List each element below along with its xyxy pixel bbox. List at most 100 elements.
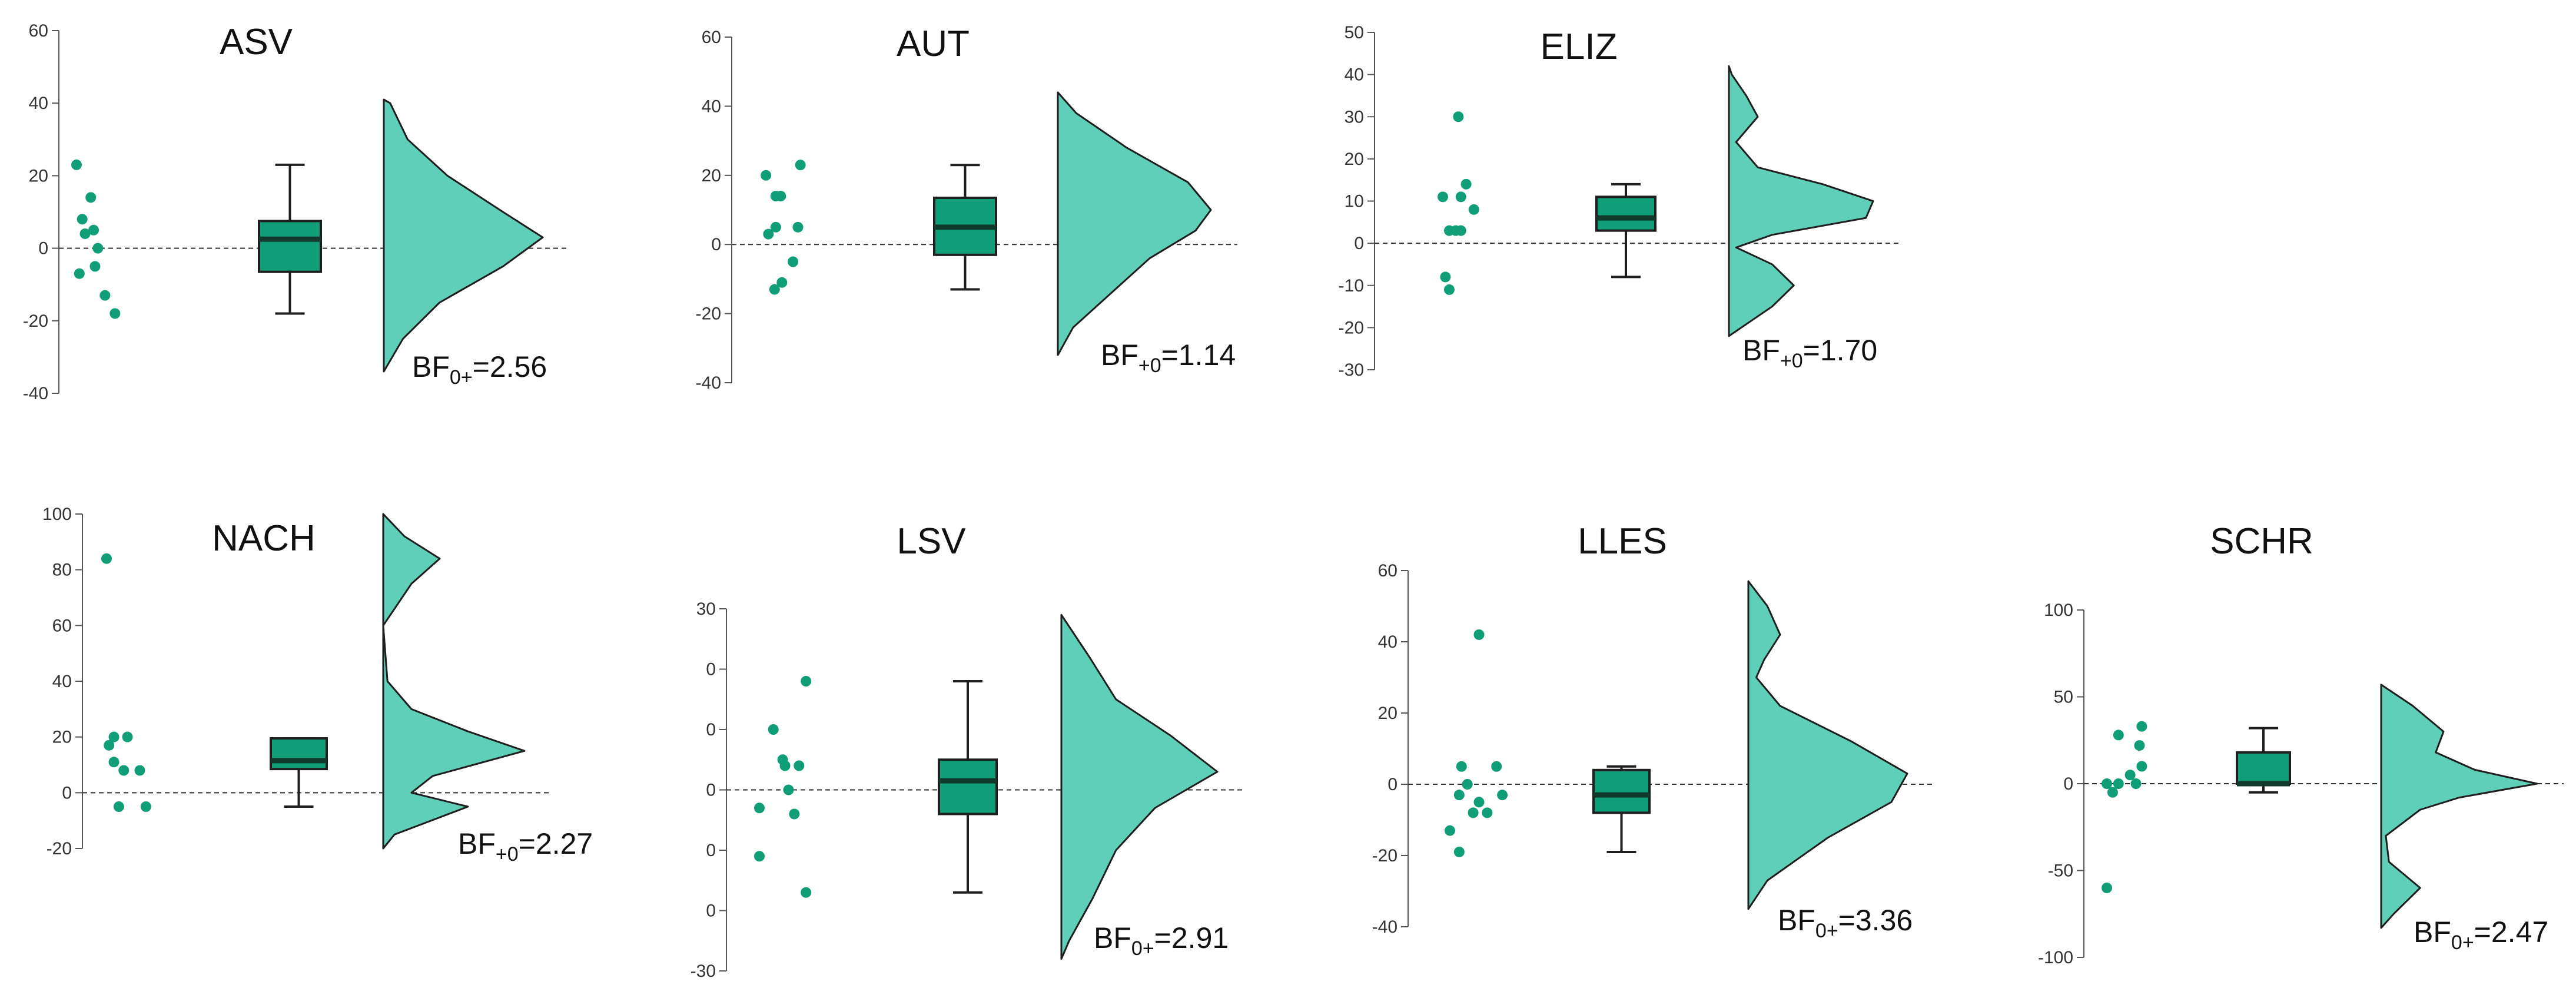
data-point	[79, 228, 91, 239]
panel-aut: -40 -20 0 20 40 60 AUT BF+0=1.14	[696, 24, 1237, 393]
bayes-factor-label: BF0+=2.47	[2414, 916, 2548, 954]
y-tick-label: 40	[52, 672, 72, 691]
data-point	[788, 256, 799, 267]
y-tick-label: -20	[23, 311, 48, 331]
data-point	[1497, 790, 1508, 801]
data-point	[763, 228, 774, 240]
bayes-factor-label: BF0+=2.91	[1094, 921, 1229, 960]
data-point	[113, 801, 124, 812]
panel-title: AUT	[897, 24, 970, 64]
y-tick-label: 0	[706, 841, 716, 860]
data-point	[89, 261, 101, 272]
data-point	[1482, 807, 1493, 818]
density-curve	[1060, 614, 1219, 960]
y-tick-label: 80	[52, 561, 72, 580]
data-point	[2124, 770, 2136, 781]
panel-title: ASV	[220, 22, 293, 62]
data-point	[1444, 284, 1455, 295]
box-iqr	[1595, 195, 1657, 232]
data-point	[99, 290, 111, 301]
box-iqr	[1592, 768, 1651, 814]
data-point	[1440, 271, 1451, 283]
panel-title: ELIZ	[1541, 26, 1618, 67]
y-tick-label: -20	[47, 839, 72, 858]
y-tick-label: -30	[691, 961, 716, 981]
data-point	[1460, 178, 1472, 190]
y-tick-label: 20	[1378, 704, 1397, 723]
y-tick-label: 0	[62, 783, 72, 803]
panel-lles: -40 -20 0 20 40 60 LLES BF0+=3.36	[1372, 521, 1934, 942]
data-point	[1445, 825, 1455, 836]
data-point	[768, 724, 779, 735]
y-tick-label: 40	[29, 94, 48, 113]
data-point	[795, 160, 806, 171]
data-point	[140, 801, 151, 812]
panel-title: LLES	[1578, 521, 1667, 562]
y-tick-label: -10	[1339, 276, 1364, 296]
y-tick-label: 0	[706, 660, 716, 679]
y-tick-label: 20	[1345, 150, 1364, 169]
data-point	[783, 784, 794, 795]
box-iqr	[258, 220, 322, 273]
y-tick-label: -20	[696, 304, 721, 324]
data-point	[1473, 797, 1485, 808]
data-point	[1462, 779, 1473, 790]
y-tick-label: 0	[1354, 234, 1364, 253]
panel-schr: -100 -50 0 50 100 SCHR BF0+=2.47	[2038, 521, 2564, 967]
panel-asv: -40 -20 0 20 40 60 ASV BF0+=2.56	[23, 21, 569, 403]
data-point	[761, 170, 772, 181]
data-point	[789, 808, 800, 820]
data-point	[122, 731, 133, 742]
bayes-factor-label: BF+0=1.14	[1101, 339, 1236, 377]
data-point	[2130, 778, 2142, 789]
y-tick-label: 0	[1387, 775, 1397, 794]
y-tick-label: 40	[1345, 65, 1364, 85]
y-tick-label: 60	[52, 616, 72, 635]
y-tick-label: 20	[29, 166, 48, 185]
data-point	[1438, 191, 1448, 203]
density-curve	[1728, 65, 1874, 337]
data-point	[92, 243, 104, 254]
data-point	[101, 553, 112, 564]
data-point	[1455, 225, 1466, 236]
y-tick-label: 40	[702, 97, 721, 116]
bayes-factor-label: BF+0=2.27	[458, 827, 593, 866]
data-point	[1473, 629, 1485, 640]
data-point	[1468, 807, 1479, 818]
y-tick-label: 0	[706, 781, 716, 800]
data-point	[779, 760, 791, 771]
y-tick-label: -40	[23, 384, 48, 403]
y-tick-label: -20	[1372, 846, 1397, 866]
box-iqr	[938, 758, 998, 815]
data-point	[769, 284, 780, 295]
density-curve	[1057, 91, 1212, 356]
y-tick-label: 40	[1378, 632, 1397, 652]
y-tick-label: 0	[706, 901, 716, 921]
data-point	[2107, 787, 2118, 798]
data-point	[2113, 730, 2124, 741]
y-tick-label: 0	[706, 720, 716, 740]
data-point	[801, 676, 812, 687]
y-tick-label: 30	[696, 599, 716, 619]
data-point	[85, 192, 97, 203]
y-tick-label: 50	[2054, 688, 2073, 707]
bayes-factor-label: BF0+=2.56	[412, 350, 547, 389]
y-tick-label: -30	[1339, 360, 1364, 380]
y-tick-label: 60	[702, 28, 721, 47]
data-point	[1453, 790, 1465, 801]
data-point	[2136, 721, 2147, 732]
y-tick-label: 0	[38, 239, 48, 258]
data-point	[109, 308, 121, 319]
data-point	[118, 765, 130, 776]
data-point	[776, 277, 788, 288]
y-tick-label: 20	[702, 166, 721, 185]
box-iqr	[2236, 751, 2291, 785]
box-iqr	[270, 737, 328, 771]
data-point	[1468, 204, 1479, 215]
data-point	[792, 221, 804, 233]
y-tick-label: 10	[1345, 192, 1364, 211]
data-point	[2102, 883, 2112, 893]
data-point	[2136, 761, 2147, 772]
data-point	[134, 765, 145, 776]
y-tick-label: 60	[1378, 561, 1397, 581]
